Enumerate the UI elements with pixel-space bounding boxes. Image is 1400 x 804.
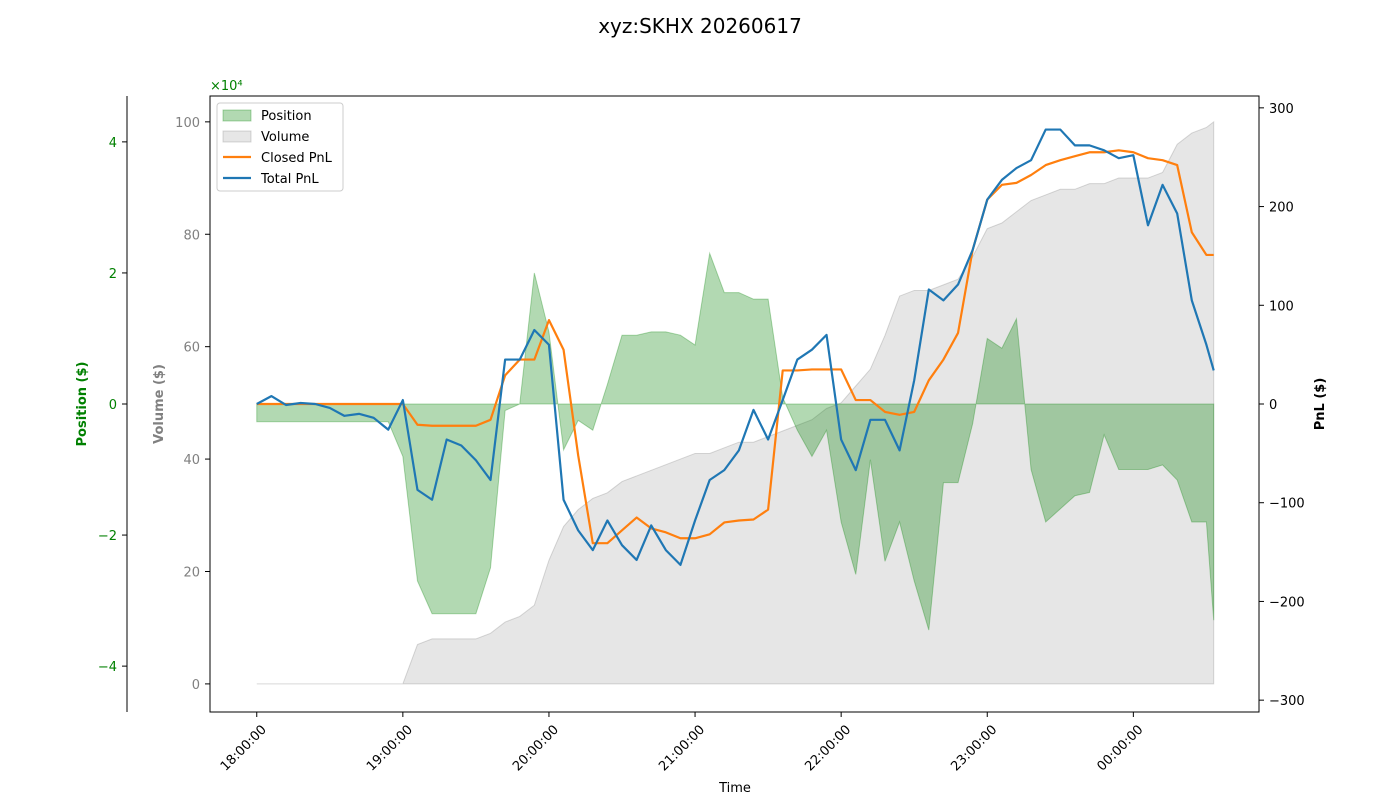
y2ticks-tick-label: 200 [1269, 201, 1294, 216]
y3ticks-tick-label: 2 [109, 267, 117, 282]
y2ticks-tick-label: 300 [1269, 102, 1294, 117]
y3ticks-tick-label: 4 [109, 136, 117, 151]
y2ticks-tick-label: −100 [1269, 497, 1305, 512]
x-tick-label: 00:00:00 [1095, 722, 1147, 774]
legend-label: Closed PnL [261, 151, 333, 166]
pnl-axis-label: PnL ($) [1313, 378, 1328, 431]
x-tick-label: 20:00:00 [510, 722, 562, 774]
line [256, 128, 1215, 567]
y2ticks-tick-label: 100 [1269, 299, 1294, 314]
position-offset-label: ×10⁴ [210, 79, 243, 94]
yticks-tick-label: 40 [183, 453, 200, 468]
legend-label: Position [261, 109, 312, 124]
line [256, 149, 1214, 545]
plot-area [256, 120, 1215, 685]
yticks-tick-label: 80 [183, 228, 200, 243]
x-tick-label: 18:00:00 [218, 722, 270, 774]
legend-box [216, 102, 344, 192]
legend-label: Volume [261, 130, 309, 145]
legend-swatch [222, 109, 252, 122]
x-tick-label: 19:00:00 [364, 722, 416, 774]
legend-label: Total PnL [260, 172, 319, 187]
y2ticks-tick-label: −300 [1269, 694, 1305, 709]
y2ticks-tick-label: −200 [1269, 595, 1305, 610]
yticks-tick-label: 60 [183, 341, 200, 356]
area [256, 120, 1215, 685]
y3ticks-tick-label: −4 [98, 660, 117, 675]
chart-title: xyz:SKHX 20260617 [598, 14, 802, 38]
yticks-tick-label: 20 [183, 565, 200, 580]
volume-axis-label: Volume ($) [152, 364, 167, 444]
legend: Position Volume Closed PnL Total PnL [216, 102, 344, 192]
area [256, 251, 1215, 631]
x-axis-label: Time [718, 781, 751, 796]
legend-swatch [222, 130, 252, 143]
y2ticks-tick-label: 0 [1269, 398, 1277, 413]
x-tick-label: 22:00:00 [802, 722, 854, 774]
x-tick-label: 21:00:00 [656, 722, 708, 774]
x-tick-label: 23:00:00 [948, 722, 1000, 774]
yticks-tick-label: 0 [192, 678, 200, 693]
yticks-tick-label: 100 [175, 116, 200, 131]
position-axis-label: Position ($) [75, 362, 90, 447]
y3ticks-tick-label: −2 [98, 529, 117, 544]
y3ticks-tick-label: 0 [109, 398, 117, 413]
